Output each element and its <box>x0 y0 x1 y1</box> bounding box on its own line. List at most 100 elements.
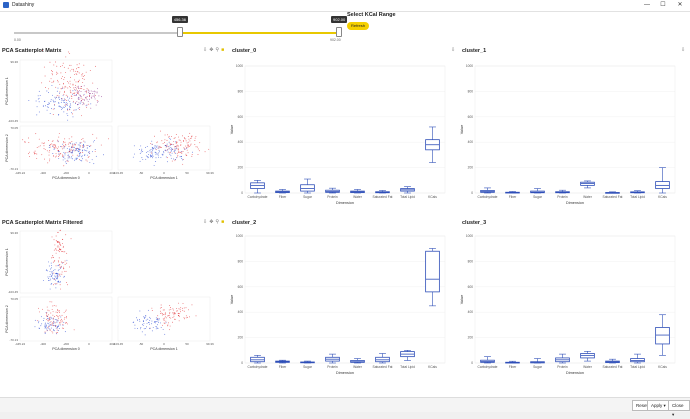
pan-icon[interactable]: ✥ <box>209 219 216 225</box>
data-point <box>91 159 93 161</box>
data-point <box>158 156 160 158</box>
data-point <box>176 153 178 155</box>
data-point <box>146 155 148 157</box>
download-icon[interactable]: ⇩ <box>203 219 210 225</box>
data-point <box>76 92 78 94</box>
download-icon[interactable]: ⇩ <box>451 47 458 53</box>
data-point <box>167 149 168 151</box>
data-point <box>71 146 73 148</box>
maximize-button[interactable]: ☐ <box>660 2 666 8</box>
data-point <box>86 99 88 101</box>
data-point <box>63 318 65 320</box>
data-point <box>86 145 88 147</box>
data-point <box>90 145 92 147</box>
apply-button[interactable]: Apply ▾ <box>647 400 670 411</box>
y-tick-label: 400 <box>468 310 474 314</box>
data-point <box>51 108 52 110</box>
x-tick-label: 200 <box>109 342 114 346</box>
data-point <box>177 149 179 151</box>
x-tick-label: Sugar <box>533 195 543 199</box>
data-point <box>93 141 95 143</box>
slider-track[interactable] <box>14 32 339 34</box>
data-point <box>168 147 170 149</box>
data-point <box>46 318 48 320</box>
data-point <box>59 106 61 108</box>
data-point <box>54 96 56 98</box>
data-point <box>150 154 152 156</box>
data-point <box>140 328 141 330</box>
data-point <box>138 319 140 321</box>
data-point <box>64 141 66 143</box>
data-point <box>165 317 167 319</box>
data-point <box>75 144 76 146</box>
data-point <box>52 256 54 258</box>
data-point <box>61 77 62 79</box>
data-point <box>81 158 83 160</box>
data-point <box>42 142 44 144</box>
data-point <box>94 148 96 150</box>
slider-low-handle[interactable] <box>176 27 183 37</box>
data-point <box>61 239 63 240</box>
data-point <box>53 249 55 251</box>
data-point <box>60 288 62 290</box>
data-point <box>74 73 76 75</box>
data-point <box>49 145 51 147</box>
download-icon[interactable]: ⇩ <box>203 47 210 53</box>
data-point <box>141 331 143 333</box>
scatter-cell <box>19 296 113 342</box>
data-point <box>169 307 171 308</box>
data-point <box>64 138 66 140</box>
data-point <box>185 145 187 147</box>
data-point <box>90 90 92 92</box>
data-point <box>73 87 75 89</box>
data-point <box>62 155 64 157</box>
data-point <box>52 146 54 148</box>
lock-icon[interactable]: ■ <box>221 47 227 53</box>
data-point <box>151 152 153 154</box>
data-point <box>69 150 70 152</box>
download-icon[interactable]: ⇩ <box>681 47 688 53</box>
data-point <box>174 141 176 143</box>
data-point <box>48 102 50 104</box>
data-point <box>132 156 134 158</box>
data-point <box>53 278 55 280</box>
data-point <box>65 94 67 96</box>
data-point <box>57 274 58 276</box>
zoom-icon[interactable]: ⚲ <box>215 219 222 225</box>
data-point <box>55 279 57 281</box>
data-point <box>57 319 59 321</box>
data-point <box>52 114 54 115</box>
data-point <box>49 329 51 331</box>
lock-icon[interactable]: ■ <box>221 219 227 225</box>
data-point <box>60 265 62 267</box>
data-point <box>48 280 49 281</box>
refresh-button[interactable]: Refresh <box>347 22 369 30</box>
pan-icon[interactable]: ✥ <box>209 47 216 53</box>
close-button[interactable]: Close ▾ <box>668 400 690 417</box>
zoom-icon[interactable]: ⚲ <box>215 47 222 53</box>
scatter-toolbar: ⇩✥⚲■ <box>203 47 226 53</box>
data-point <box>171 160 173 162</box>
data-point <box>174 159 176 160</box>
data-point <box>70 149 72 151</box>
y-tick-label: -70.13 <box>9 338 18 342</box>
data-point <box>42 280 44 281</box>
data-point <box>69 91 71 93</box>
data-point <box>66 96 68 98</box>
data-point <box>38 146 40 148</box>
data-point <box>79 154 81 156</box>
data-point <box>53 256 55 258</box>
close-window-button[interactable]: ✕ <box>677 2 683 8</box>
data-point <box>194 140 196 141</box>
x-tick-label: -200 <box>63 171 69 175</box>
data-point <box>59 146 61 148</box>
data-point <box>44 142 45 144</box>
x-tick-label: Sugar <box>303 195 313 199</box>
data-point <box>158 318 160 320</box>
slider-high-handle[interactable] <box>336 27 342 37</box>
data-point <box>187 152 189 154</box>
minimize-button[interactable]: — <box>644 2 650 8</box>
data-point <box>182 159 183 161</box>
data-point <box>54 108 56 110</box>
data-point <box>166 139 168 141</box>
